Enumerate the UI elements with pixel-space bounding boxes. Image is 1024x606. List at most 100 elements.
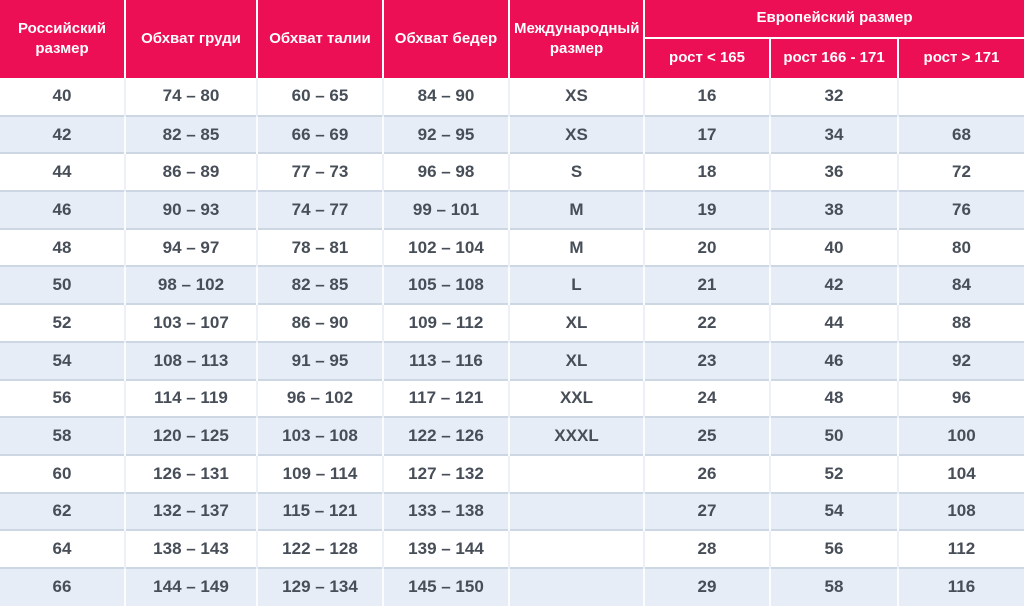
table-cell: 68 xyxy=(896,114,1024,154)
table-cell: 50 xyxy=(769,416,898,455)
table-cell: 108 xyxy=(896,491,1024,531)
header-height-under-165: рост < 165 xyxy=(643,38,770,78)
table-cell: 76 xyxy=(896,190,1024,229)
table-cell: 92 – 95 xyxy=(382,114,509,154)
table-row: 50 98 – 102 82 – 85 105 – 108 L 21 42 84 xyxy=(0,265,1024,305)
table-row: 56 114 – 119 96 – 102 117 – 121 XXL 24 48 96 xyxy=(0,378,1024,418)
table-cell: 34 xyxy=(769,114,898,154)
table-cell: 122 – 126 xyxy=(382,416,509,455)
table-cell: 109 – 112 xyxy=(382,303,509,342)
table-cell: 66 – 69 xyxy=(256,114,383,154)
table-cell: 144 – 149 xyxy=(124,566,257,606)
table-cell: 92 xyxy=(896,340,1024,380)
table-cell: 117 – 121 xyxy=(382,378,509,418)
table-cell: 138 – 143 xyxy=(124,529,257,568)
table-cell: 50 xyxy=(0,265,125,305)
table-cell: M xyxy=(508,227,644,267)
table-cell: 105 – 108 xyxy=(382,265,509,305)
table-cell: 126 – 131 xyxy=(124,453,257,493)
table-cell: 120 – 125 xyxy=(124,416,257,455)
table-row: 66 144 – 149 129 – 134 145 – 150 29 58 116 xyxy=(0,566,1024,606)
table-cell: 40 xyxy=(769,227,898,267)
table-cell: 129 – 134 xyxy=(256,566,383,606)
table-cell: 104 xyxy=(896,453,1024,493)
table-cell: 108 – 113 xyxy=(124,340,257,380)
table-cell: 58 xyxy=(0,416,125,455)
table-cell: 18 xyxy=(643,152,770,192)
table-cell: 74 – 80 xyxy=(124,78,257,116)
table-cell: 54 xyxy=(769,491,898,531)
table-cell: 60 – 65 xyxy=(256,78,383,116)
header-height-166-171: рост 166 - 171 xyxy=(769,38,898,78)
table-cell: 25 xyxy=(643,416,770,455)
size-table-header: Российский размер Обхват груди Обхват та… xyxy=(0,0,1024,78)
table-cell: 52 xyxy=(769,453,898,493)
header-european-size-group: Европейский размер xyxy=(642,0,1024,39)
table-cell: 20 xyxy=(643,227,770,267)
table-cell: 82 – 85 xyxy=(124,114,257,154)
table-cell xyxy=(896,78,1024,116)
table-cell: 32 xyxy=(769,78,898,116)
table-cell: 84 – 90 xyxy=(382,78,509,116)
header-russian-size: Российский размер xyxy=(0,0,125,78)
table-cell: 80 xyxy=(896,227,1024,267)
table-cell: 42 xyxy=(769,265,898,305)
table-cell: 46 xyxy=(769,340,898,380)
table-cell: 27 xyxy=(643,491,770,531)
table-cell: 86 – 89 xyxy=(124,152,257,192)
table-cell: 48 xyxy=(769,378,898,418)
table-cell: 28 xyxy=(643,529,770,568)
table-cell: 115 – 121 xyxy=(256,491,383,531)
table-cell: 60 xyxy=(0,453,125,493)
table-row: 46 90 – 93 74 – 77 99 – 101 M 19 38 76 xyxy=(0,190,1024,229)
table-row: 42 82 – 85 66 – 69 92 – 95 XS 17 34 68 xyxy=(0,114,1024,154)
table-cell xyxy=(508,491,644,531)
table-cell: S xyxy=(508,152,644,192)
header-chest: Обхват груди xyxy=(124,0,257,78)
table-cell: 42 xyxy=(0,114,125,154)
table-row: 44 86 – 89 77 – 73 96 – 98 S 18 36 72 xyxy=(0,152,1024,192)
table-cell: 54 xyxy=(0,340,125,380)
table-row: 62 132 – 137 115 – 121 133 – 138 27 54 108 xyxy=(0,491,1024,531)
table-cell xyxy=(508,566,644,606)
table-row: 40 74 – 80 60 – 65 84 – 90 XS 16 32 xyxy=(0,78,1024,116)
header-international-size: Международный размер xyxy=(508,0,644,78)
table-cell: 38 xyxy=(769,190,898,229)
table-cell: 29 xyxy=(643,566,770,606)
table-cell: 114 – 119 xyxy=(124,378,257,418)
table-cell: 94 – 97 xyxy=(124,227,257,267)
table-cell: 78 – 81 xyxy=(256,227,383,267)
table-cell: XXXL xyxy=(508,416,644,455)
table-cell: 24 xyxy=(643,378,770,418)
table-cell: 102 – 104 xyxy=(382,227,509,267)
table-cell: XL xyxy=(508,303,644,342)
header-height-over-171: рост > 171 xyxy=(896,38,1024,78)
table-cell: 22 xyxy=(643,303,770,342)
table-cell: 64 xyxy=(0,529,125,568)
header-hips: Обхват бедер xyxy=(382,0,509,78)
table-cell: 19 xyxy=(643,190,770,229)
table-cell: 109 – 114 xyxy=(256,453,383,493)
table-row: 60 126 – 131 109 – 114 127 – 132 26 52 104 xyxy=(0,453,1024,493)
table-cell: 23 xyxy=(643,340,770,380)
table-cell: 72 xyxy=(896,152,1024,192)
table-cell: 48 xyxy=(0,227,125,267)
table-cell: 44 xyxy=(769,303,898,342)
table-cell: L xyxy=(508,265,644,305)
table-cell: 116 xyxy=(896,566,1024,606)
table-cell: 96 – 102 xyxy=(256,378,383,418)
table-cell: 91 – 95 xyxy=(256,340,383,380)
table-cell xyxy=(508,529,644,568)
table-cell: 96 – 98 xyxy=(382,152,509,192)
table-cell: 46 xyxy=(0,190,125,229)
size-table-body: 40 74 – 80 60 – 65 84 – 90 XS 16 32 42 82 – 85 66… xyxy=(0,78,1024,606)
table-cell: 132 – 137 xyxy=(124,491,257,531)
table-cell: 113 – 116 xyxy=(382,340,509,380)
table-cell: 112 xyxy=(896,529,1024,568)
table-cell: 86 – 90 xyxy=(256,303,383,342)
table-cell: 17 xyxy=(643,114,770,154)
table-cell: 56 xyxy=(769,529,898,568)
table-cell: XS xyxy=(508,78,644,116)
